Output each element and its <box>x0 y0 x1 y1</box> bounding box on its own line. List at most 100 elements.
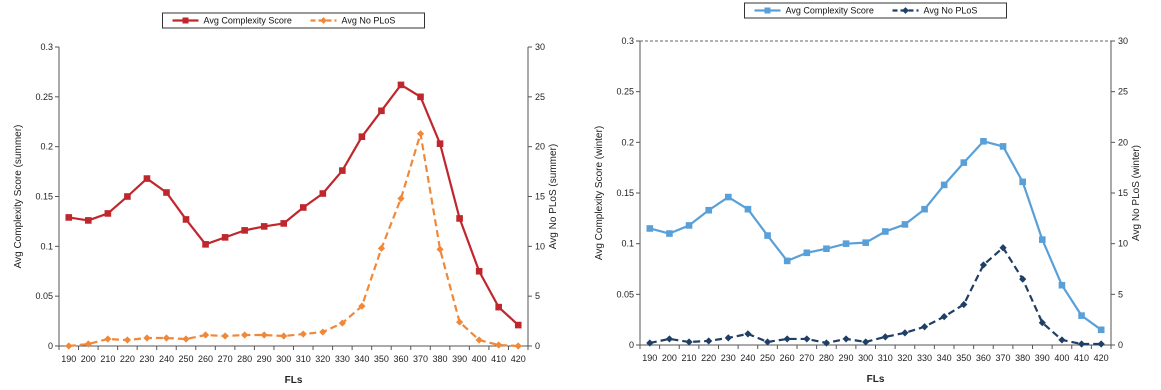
series-0-point <box>1097 326 1105 334</box>
x-tick-label: 230 <box>139 354 154 364</box>
series-1-point <box>201 331 210 339</box>
series-1-point <box>143 334 151 342</box>
series-1-point <box>862 338 870 346</box>
x-tick-label: 390 <box>452 354 467 364</box>
legend-label-0: Avg Complexity Score <box>204 16 292 26</box>
series-0-point <box>378 107 385 115</box>
series-1-point <box>803 335 811 343</box>
series-0-point <box>960 159 968 166</box>
x-tick-label: 250 <box>760 353 775 363</box>
series-0-point <box>319 190 327 197</box>
y-axis-title: Avg Complexity Score (winter) <box>594 126 605 260</box>
series-0-point <box>104 210 112 217</box>
x-tick-label: 200 <box>81 354 96 364</box>
series-1-point <box>162 334 171 342</box>
x-tick-label: 190 <box>642 353 657 363</box>
series-0-point <box>299 204 307 211</box>
series-1-point <box>397 194 405 203</box>
x-tick-label: 400 <box>472 354 487 364</box>
y2-tick-label: 20 <box>535 142 545 152</box>
x-tick-label: 390 <box>1035 353 1050 363</box>
x-tick-label: 370 <box>996 353 1011 363</box>
y2-tick-label: 5 <box>1118 289 1123 299</box>
x-tick-label: 230 <box>721 353 736 363</box>
x-tick-label: 190 <box>61 354 76 364</box>
y-tick-label: 0 <box>48 341 53 351</box>
series-1-point <box>338 319 346 327</box>
x-axis-title: FLs <box>867 374 885 385</box>
series-0-point <box>436 140 444 147</box>
series-0-point <box>940 181 948 189</box>
x-tick-label: 310 <box>878 353 893 363</box>
x-tick-label: 270 <box>799 353 814 363</box>
series-0-point <box>85 217 92 224</box>
series-0-point <box>339 167 346 174</box>
series-1-point <box>744 330 752 338</box>
x-tick-label: 410 <box>491 354 506 364</box>
y-tick-label: 0.3 <box>621 36 634 46</box>
y2-tick-label: 25 <box>535 92 545 102</box>
x-tick-label: 420 <box>1094 353 1109 363</box>
x-tick-label: 300 <box>276 354 291 364</box>
series-1-point <box>920 323 929 331</box>
y2-tick-label: 10 <box>1118 239 1128 249</box>
y2-tick-label: 0 <box>535 341 540 351</box>
x-tick-label: 260 <box>198 354 213 364</box>
series-0-point <box>705 206 712 214</box>
x-tick-label: 350 <box>956 353 971 363</box>
x-tick-label: 420 <box>511 354 526 364</box>
series-1-point <box>475 336 483 344</box>
chart-winter-svg: 0 0.05 0.1 0.15 0.2 0.25 0.3 0 5 10 15 20 25 30 190 200… <box>594 2 1142 385</box>
x-tick-label: 380 <box>1015 353 1030 363</box>
y-tick-label: 0.2 <box>621 137 634 147</box>
legend-label-1: Avg No PLoS <box>924 6 978 16</box>
y2-tick-label: 30 <box>535 42 545 52</box>
series-1-point <box>783 335 791 343</box>
series-1-point <box>260 331 268 339</box>
x-tick-label: 320 <box>897 353 912 363</box>
y-tick-label: 0.05 <box>35 291 53 301</box>
x-tick-label: 240 <box>159 354 174 364</box>
series-0-point <box>260 223 268 230</box>
y-axis-title: Avg Complexity Score (summer) <box>13 125 24 269</box>
series-0-line <box>649 140 1102 331</box>
chart-summer-svg: 0 0.05 0.1 0.15 0.2 0.25 0.3 0 5 10 15 20 25 30 190 200… <box>13 12 559 386</box>
y-tick-label: 0 <box>629 340 634 350</box>
series-0-point <box>417 93 424 101</box>
series-0-point <box>1039 236 1046 243</box>
series-1-point <box>319 328 327 336</box>
x-tick-label: 370 <box>413 354 428 364</box>
series-0-point <box>685 222 693 229</box>
x-tick-label: 240 <box>740 353 755 363</box>
series-0-point <box>280 220 288 227</box>
series-1-point <box>999 244 1007 252</box>
series-1-point <box>495 341 503 349</box>
y-tick-label: 0.15 <box>616 188 634 198</box>
series-1-point <box>724 334 732 342</box>
y2-tick-label: 20 <box>1118 137 1128 147</box>
series-1-point <box>881 333 889 341</box>
legend-swatch-marker-0 <box>182 17 189 24</box>
y-tick-label: 0.2 <box>40 142 53 152</box>
x-tick-label: 200 <box>662 353 677 363</box>
y-tick-label: 0.3 <box>40 42 53 52</box>
series-0-point <box>241 227 248 234</box>
y-tick-label: 0.25 <box>616 87 634 97</box>
x-tick-label: 350 <box>374 354 389 364</box>
chart-winter: 0 0.05 0.1 0.15 0.2 0.25 0.3 0 5 10 15 20 25 30 190 200… <box>580 0 1161 390</box>
series-1-point <box>241 331 249 339</box>
x-tick-label: 260 <box>780 353 795 363</box>
series-1-line <box>649 246 1102 346</box>
series-0-point <box>182 216 190 223</box>
series-1-line <box>68 132 519 348</box>
series-1-point <box>763 338 772 346</box>
series-1-point <box>979 261 988 269</box>
x-tick-label: 220 <box>120 354 135 364</box>
x-axis-title: FLs <box>285 375 303 386</box>
series-0-point <box>764 232 771 239</box>
series-1-point <box>456 318 464 326</box>
series-1-point <box>358 302 366 310</box>
x-tick-label: 400 <box>1054 353 1069 363</box>
series-0-point <box>744 205 752 213</box>
y2-tick-label: 0 <box>1118 340 1123 350</box>
